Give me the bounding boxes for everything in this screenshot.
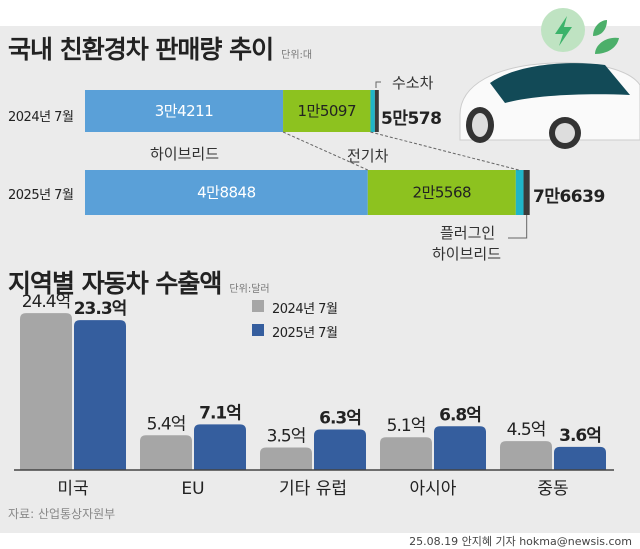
bar-value-label: 23.3억	[74, 299, 127, 319]
bar-value-label: 6.3억	[319, 408, 361, 428]
legend-swatch-2024	[252, 300, 264, 312]
category-label: EU	[181, 479, 204, 499]
category-label: 기타 유럽	[279, 479, 347, 499]
bar-2024	[260, 447, 312, 470]
bar-2025	[194, 424, 246, 470]
category-label: 중동	[537, 479, 568, 499]
bar-2025	[434, 426, 486, 470]
segment-label: 2만5568	[413, 184, 472, 202]
bar-value-label: 6.8억	[439, 405, 481, 425]
segment-label: 1만5097	[297, 102, 356, 120]
category-label: 아시아	[410, 479, 457, 499]
chart1-title: 국내 친환경차 판매량 추이	[8, 35, 274, 64]
legend-swatch-2025	[252, 324, 264, 336]
leaf-icon	[595, 37, 619, 54]
leader-line	[375, 81, 381, 88]
total-2024: 5만578	[381, 109, 442, 129]
bar-segment-hydrogen	[370, 90, 375, 132]
lightning-icon	[555, 16, 572, 46]
row-label-2024: 2024년 7월	[8, 110, 74, 125]
series-label-plugin-2: 하이브리드	[432, 245, 502, 263]
segment-label: 4만8848	[197, 184, 256, 202]
leader-line	[508, 215, 528, 239]
bar-2024	[140, 435, 192, 470]
chart1-header: 국내 친환경차 판매량 추이 단위:대	[8, 30, 312, 66]
bar-value-label: 24.4억	[22, 292, 71, 312]
eco-energy-icon	[541, 8, 619, 54]
chart2-title: 지역별 자동차 수출액	[8, 269, 222, 298]
chart2-unit: 단위:달러	[229, 284, 270, 295]
chart1-unit: 단위:대	[281, 50, 313, 61]
bar-value-label: 3.5억	[267, 426, 306, 446]
bar-2025	[314, 429, 366, 470]
bar-segment-hydrogen	[515, 170, 524, 215]
series-label-plugin-1: 플러그인	[440, 224, 496, 242]
connector-line	[282, 131, 369, 171]
legend-label-2024: 2024년 7월	[272, 302, 338, 317]
series-label-hydrogen: 수소차	[392, 74, 434, 92]
bar-segment-plugin-hybrid	[523, 170, 530, 215]
bar-2025	[74, 320, 126, 470]
bar-2025	[554, 446, 606, 470]
bar-value-label: 3.6억	[559, 426, 601, 446]
bar-value-label: 7.1억	[199, 403, 241, 423]
legend-label-2025: 2025년 7월	[272, 326, 338, 341]
bar-2024	[380, 437, 432, 470]
connector-line	[370, 131, 519, 171]
bar-2024	[500, 441, 552, 470]
stacked-bar-chart: 3만4211 1만5097 4만8848 2만5568	[85, 81, 530, 239]
category-label: 미국	[57, 479, 88, 499]
bar-value-label: 5.1억	[387, 416, 426, 436]
bar-2024	[20, 313, 72, 470]
leaf-icon	[593, 20, 607, 36]
row-label-2025: 2025년 7월	[8, 188, 74, 203]
credit-line: 25.08.19 안지혜 기자 hokma@newsis.com	[409, 535, 632, 548]
source-note: 자료: 산업통상자원부	[8, 507, 116, 521]
series-label-hybrid: 하이브리드	[150, 145, 220, 163]
series-label-ev: 전기차	[347, 147, 389, 165]
bar-segment-ev	[283, 90, 371, 132]
bar-segment-plugin-hybrid	[374, 90, 379, 132]
bar-value-label: 5.4억	[147, 414, 186, 434]
chart2-header: 지역별 자동차 수출액 단위:달러	[8, 264, 270, 300]
bar-segment-hybrid	[85, 90, 284, 132]
bar-segment-hybrid	[85, 170, 368, 215]
segment-label: 3만4211	[155, 102, 214, 120]
bar-segment-ev	[367, 170, 516, 215]
car-illustration	[459, 62, 640, 149]
bar-value-label: 4.5억	[507, 420, 546, 440]
total-2025: 7만6639	[533, 187, 605, 207]
